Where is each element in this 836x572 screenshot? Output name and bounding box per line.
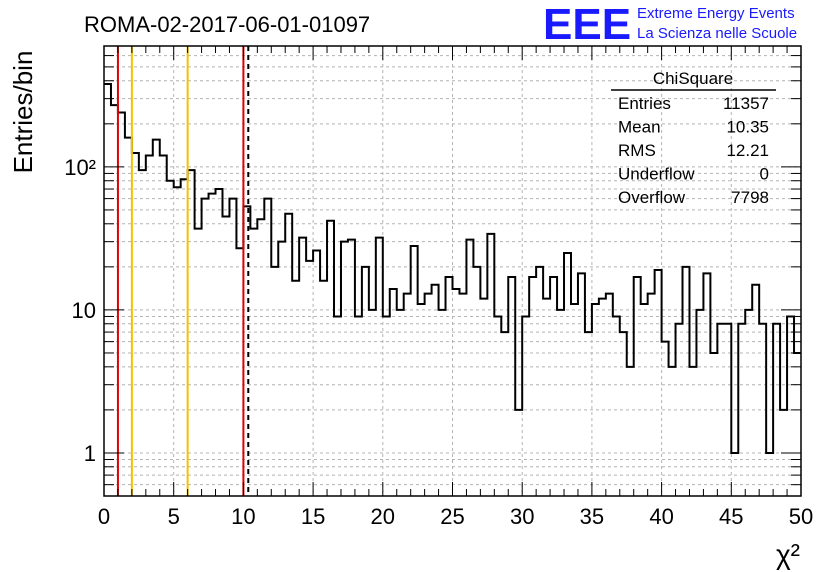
x-tick-label: 30 [510,504,534,529]
marker-lines [116,46,250,496]
y-axis-label: Entries/bin [8,51,38,174]
x-tick-label: 50 [789,504,813,529]
y-tick-label: 10 [72,298,96,323]
chart-title: ROMA-02-2017-06-01-01097 [84,12,370,37]
x-tick-label: 35 [580,504,604,529]
x-axis-label: χ² [776,539,800,570]
logo-line1: Extreme Energy Events [637,5,795,22]
y-tick-label: 10² [64,155,96,180]
x-tick-label: 25 [440,504,464,529]
stats-label: Mean [618,118,661,137]
stats-box: ChiSquare Entries 11357 Mean 10.35 RMS 12.21 U… [611,69,776,207]
x-tick-label: 0 [98,504,110,529]
grid-lines [103,46,802,496]
stats-label: Entries [618,94,671,113]
stats-label: RMS [618,141,656,160]
x-tick-label: 10 [231,504,255,529]
axis-ticks: 0 5 10 15 20 25 30 35 40 45 50 1 10 10² [64,46,813,529]
x-tick-label: 40 [649,504,673,529]
stats-label: Overflow [618,188,686,207]
logo-mark: EEE [543,0,631,49]
y-tick-label: 1 [84,441,96,466]
x-tick-label: 15 [301,504,325,529]
eee-logo: EEE Extreme Energy Events La Scienza nel… [543,0,797,49]
stats-value: 10.35 [726,118,769,137]
logo-line2: La Scienza nelle Scuole [637,25,797,42]
x-tick-label: 5 [168,504,180,529]
x-tick-label: 20 [371,504,395,529]
x-tick-label: 45 [719,504,743,529]
stats-value: 7798 [731,188,769,207]
stats-label: Underflow [618,165,695,184]
histogram-series [104,82,801,454]
histogram-outline [104,82,801,454]
stats-value: 11357 [723,94,769,113]
stats-title: ChiSquare [653,69,733,88]
stats-value: 12.21 [726,141,769,160]
stats-value: 0 [760,165,769,184]
